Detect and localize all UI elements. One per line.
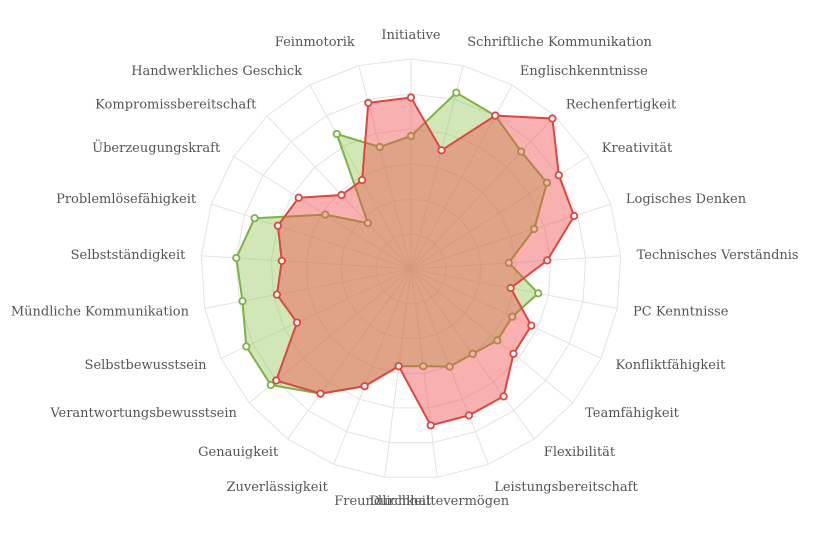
axis-label: Technisches Verständnis bbox=[637, 248, 799, 263]
data-point[interactable] bbox=[426, 421, 435, 430]
data-point[interactable] bbox=[452, 88, 461, 97]
axis-label: Durchhaltevermögen bbox=[369, 494, 509, 509]
series-area bbox=[235, 91, 548, 395]
axis-label: Feinmotorik bbox=[275, 35, 355, 50]
data-point[interactable] bbox=[491, 111, 500, 120]
data-point[interactable] bbox=[292, 318, 302, 327]
data-point[interactable] bbox=[266, 380, 275, 390]
data-point[interactable] bbox=[406, 131, 416, 141]
data-point[interactable] bbox=[272, 290, 281, 299]
axis-label: Leistungsbereitschaft bbox=[494, 480, 638, 495]
data-point[interactable] bbox=[437, 146, 446, 155]
data-point[interactable] bbox=[316, 389, 325, 398]
axis-label: Handwerkliches Geschick bbox=[131, 64, 302, 79]
data-point[interactable] bbox=[509, 349, 518, 358]
data-point[interactable] bbox=[272, 376, 281, 385]
axis-spoke bbox=[410, 255, 621, 270]
axis-label: Englischkenntnisse bbox=[520, 64, 648, 79]
axis-spoke bbox=[410, 115, 556, 270]
axis-labels: Initiative Schriftliche Kommunikation Engl… bbox=[11, 28, 799, 509]
data-point[interactable] bbox=[332, 129, 341, 139]
data-point[interactable] bbox=[499, 392, 508, 401]
data-point[interactable] bbox=[321, 210, 330, 219]
radar-series bbox=[232, 88, 579, 430]
axis-spoke bbox=[410, 65, 464, 270]
grid-ring bbox=[200, 58, 622, 478]
axis-label: PC Kenntnisse bbox=[633, 304, 729, 319]
data-point[interactable] bbox=[273, 221, 282, 230]
data-point[interactable] bbox=[554, 171, 563, 180]
data-point[interactable] bbox=[548, 114, 557, 123]
data-point[interactable] bbox=[242, 342, 251, 351]
axis-label: Verantwortungsbewusstsein bbox=[49, 406, 237, 421]
axis-spoke bbox=[211, 203, 412, 270]
data-point[interactable] bbox=[542, 178, 552, 187]
data-point[interactable] bbox=[517, 147, 526, 156]
data-point[interactable] bbox=[445, 362, 454, 371]
data-point[interactable] bbox=[527, 321, 536, 330]
data-point[interactable] bbox=[238, 296, 247, 306]
data-point[interactable] bbox=[506, 283, 515, 293]
axis-label: Selbstbewusstsein bbox=[85, 358, 208, 373]
axis-label: Genauigkeit bbox=[198, 445, 279, 460]
axis-label: Rechenfertigkeit bbox=[566, 97, 677, 112]
data-point[interactable] bbox=[569, 211, 579, 221]
grid-ring bbox=[305, 163, 517, 374]
axis-spoke bbox=[287, 268, 412, 440]
axis-label: Flexibilität bbox=[544, 445, 616, 460]
axis-label: Kreativität bbox=[602, 141, 673, 156]
data-point[interactable] bbox=[419, 362, 428, 371]
axis-label: Überzeugungskraft bbox=[92, 139, 221, 156]
data-point[interactable] bbox=[250, 214, 259, 223]
axis-label: Schriftliche Kommunikation bbox=[467, 35, 652, 50]
grid-ring bbox=[270, 128, 552, 409]
axis-label: Freundlichkeit bbox=[334, 494, 432, 509]
grid-ring bbox=[375, 233, 447, 305]
data-point[interactable] bbox=[406, 93, 416, 102]
data-point[interactable] bbox=[504, 258, 513, 267]
axis-spoke bbox=[410, 268, 602, 359]
series-2 bbox=[272, 93, 579, 430]
axis-label: Initiative bbox=[381, 28, 441, 43]
data-point[interactable] bbox=[394, 362, 403, 371]
axis-label: Zuverlässigkeit bbox=[226, 480, 328, 495]
axis-spoke bbox=[410, 268, 438, 478]
axis-spoke bbox=[410, 268, 574, 404]
axis-label: Problemlösefähigkeit bbox=[56, 192, 197, 207]
axis-spoke bbox=[333, 268, 412, 465]
axis-label: Teamfähigkeit bbox=[585, 406, 680, 421]
series-area bbox=[275, 96, 576, 427]
data-point[interactable] bbox=[357, 176, 367, 185]
axis-spoke bbox=[220, 268, 412, 359]
data-point[interactable] bbox=[543, 256, 552, 265]
data-point[interactable] bbox=[363, 219, 372, 228]
axis-label: Konfliktfähigkeit bbox=[616, 358, 727, 373]
data-point[interactable] bbox=[534, 289, 543, 298]
grid-ring bbox=[340, 198, 482, 339]
data-point[interactable] bbox=[468, 349, 477, 358]
axis-label: Kompromissbereitschaft bbox=[95, 97, 257, 112]
data-point[interactable] bbox=[294, 193, 303, 202]
data-point[interactable] bbox=[277, 256, 286, 265]
data-point[interactable] bbox=[364, 98, 373, 108]
data-point[interactable] bbox=[464, 411, 474, 420]
axis-label: Selbstständigkeit bbox=[71, 248, 187, 263]
data-point[interactable] bbox=[232, 253, 241, 263]
axis-spoke bbox=[384, 268, 412, 478]
data-point[interactable] bbox=[360, 382, 369, 391]
data-point[interactable] bbox=[493, 336, 502, 345]
data-point[interactable] bbox=[530, 224, 539, 234]
data-point[interactable] bbox=[508, 312, 517, 321]
data-point[interactable] bbox=[337, 190, 346, 200]
axis-label: Logisches Denken bbox=[626, 192, 747, 207]
data-point[interactable] bbox=[375, 142, 384, 152]
axis-label: Mündliche Kommunikation bbox=[11, 304, 190, 319]
